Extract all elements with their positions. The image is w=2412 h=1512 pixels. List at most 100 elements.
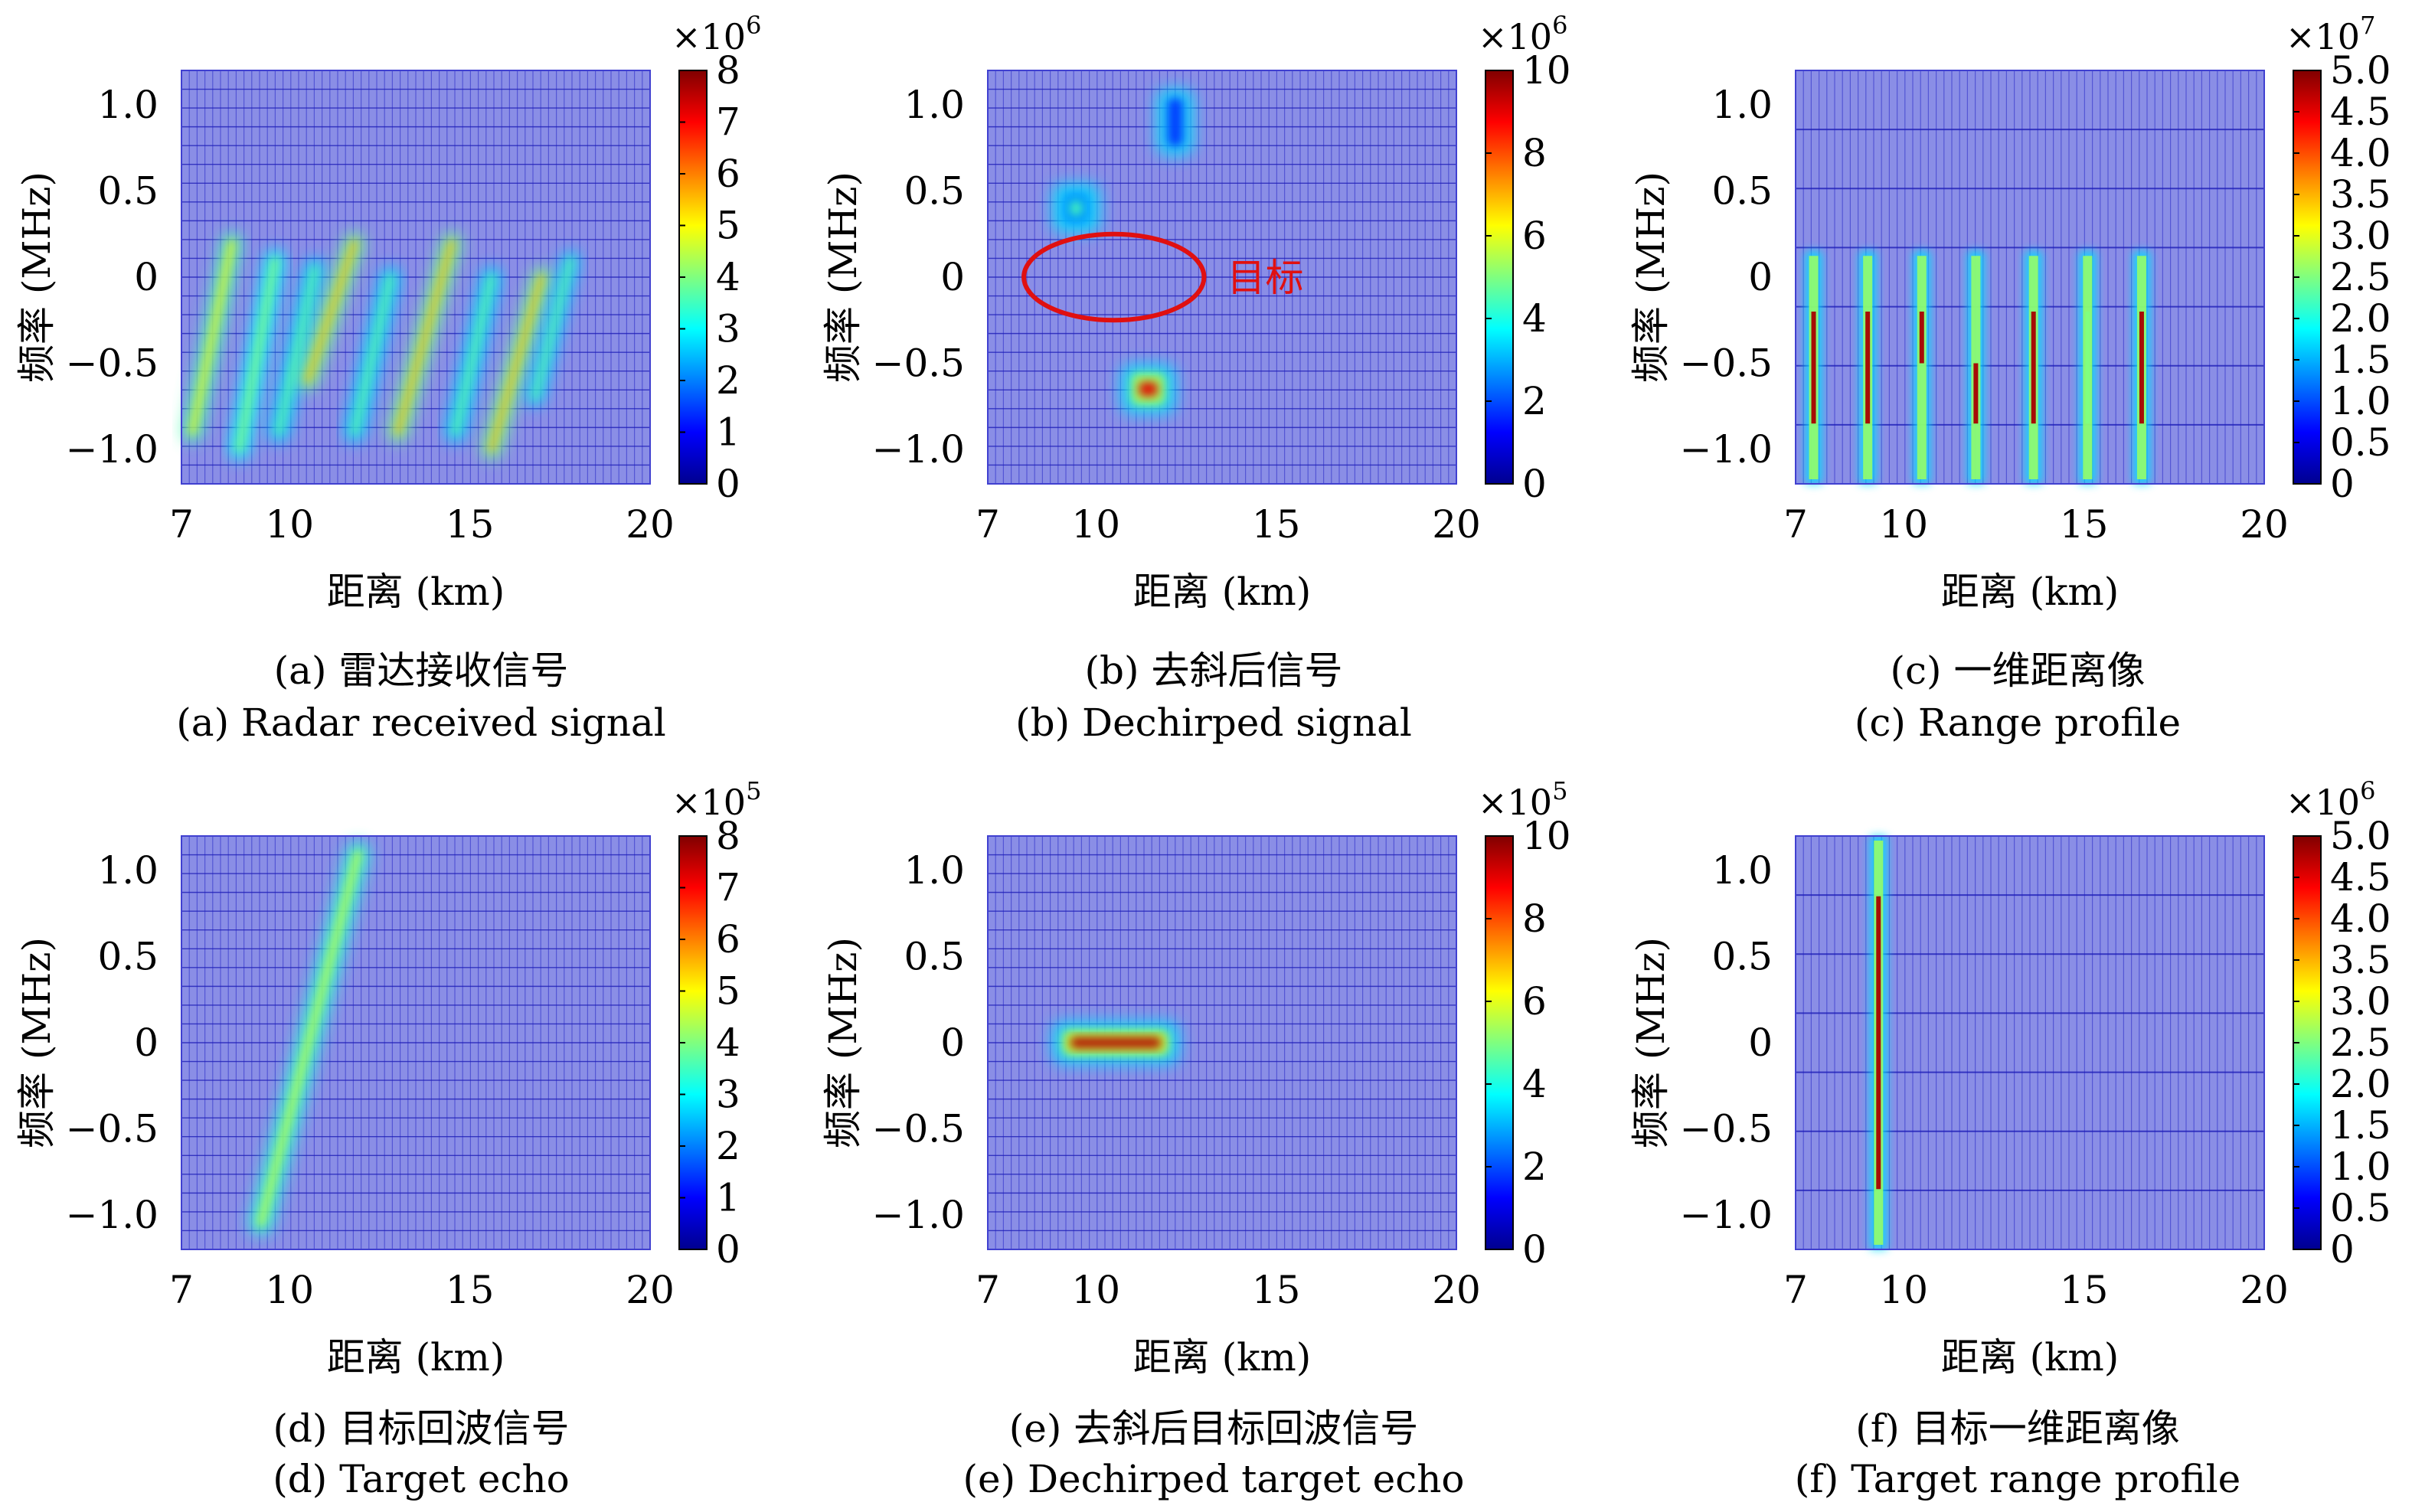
y-tick-label: −0.5	[1680, 341, 1773, 386]
colorbar-tick-label: 4.5	[2330, 855, 2391, 900]
caption-a-cn: (a) 雷达接收信号	[273, 648, 569, 693]
y-tick-label: 0.5	[97, 935, 159, 979]
signal-stroke-core	[257, 850, 361, 1227]
signal-stroke	[249, 841, 370, 1236]
caption-d-cn: (d) 目标回波信号	[273, 1406, 570, 1451]
plot-frame	[987, 835, 1457, 1250]
colorbar-tick-label: 2.5	[2330, 1021, 2391, 1065]
range-line-core	[1865, 312, 1871, 424]
colorbar-exponent-power: 6	[746, 11, 761, 40]
colorbar-tick-label: 4.5	[2330, 90, 2391, 134]
panel-a: 7 10 15 201.00.50−0.5−1.0距离 (km)频率 (MHz)876…	[15, 11, 761, 614]
x-axis-label: 距离 (km)	[1133, 1335, 1312, 1380]
colorbar-tick-label: 6	[716, 152, 740, 196]
signal-stroke	[526, 251, 580, 407]
colorbar-tick-label: 1.5	[2330, 1103, 2391, 1148]
colorbar-tick-label: 4	[716, 255, 740, 299]
y-tick-label: 1.0	[904, 83, 965, 127]
colorbar-tick-label: 8	[1522, 131, 1547, 175]
signal-stroke-core	[351, 274, 394, 436]
signal-stroke	[344, 266, 401, 442]
colorbar-tick-label: 2	[1522, 379, 1547, 423]
colorbar-tick-label: 0	[716, 462, 740, 506]
colorbar-tick-label: 5	[716, 204, 740, 248]
colorbar-tick-label: 2.0	[2330, 1062, 2391, 1106]
colorbar-tick-label: 10	[1522, 48, 1571, 93]
colorbar-tick-label: 1.5	[2330, 338, 2391, 382]
range-line-core	[2139, 312, 2144, 424]
colorbar-tick-label: 4.0	[2330, 896, 2391, 941]
x-axis-label: 距离 (km)	[1133, 570, 1312, 614]
caption-f-cn: (f) 目标一维距离像	[1855, 1406, 2180, 1451]
x-tick-label: 7	[169, 1268, 194, 1312]
colorbar-tick-label: 0	[1522, 462, 1547, 506]
colorbar-tick-label: 8	[716, 814, 740, 858]
colorbar-tick-label: 6	[1522, 979, 1547, 1024]
x-axis-label: 距离 (km)	[327, 1335, 505, 1380]
colorbar-tick-label: 0.5	[2330, 420, 2391, 465]
signal-stroke	[268, 258, 325, 442]
colorbar-exponent-power: 7	[2360, 11, 2375, 40]
caption-d-en: (d) Target echo	[273, 1457, 570, 1501]
caption-b-cn: (b) 去斜后信号	[1084, 648, 1343, 693]
range-line	[2133, 251, 2150, 484]
colorbar-tick-label: 4	[716, 1021, 740, 1065]
caption-c-cn: (c) 一维距离像	[1890, 648, 2146, 693]
y-tick-label: 1.0	[97, 83, 159, 127]
colorbar-tick-label: 4	[1522, 296, 1547, 341]
y-tick-label: 0.5	[1711, 935, 1773, 979]
colorbar-tick-label: 3.5	[2330, 938, 2391, 982]
range-line	[1967, 251, 1985, 484]
colorbar-tick-label: 6	[716, 917, 740, 962]
range-line	[1870, 836, 1887, 1249]
y-tick-label: −1.0	[1680, 427, 1773, 472]
signal-stroke	[297, 232, 365, 391]
y-tick-label: −1.0	[66, 427, 159, 472]
x-tick-label: 7	[1783, 1268, 1808, 1312]
y-axis-label: 频率 (MHz)	[1629, 937, 1673, 1148]
y-axis-label: 频率 (MHz)	[15, 171, 59, 383]
range-line-core	[1919, 312, 1924, 364]
signal-blob	[1052, 183, 1100, 233]
range-line	[1859, 251, 1877, 484]
colorbar-tick-label: 4.0	[2330, 131, 2391, 175]
colorbar-tick-label: 1.0	[2330, 379, 2391, 423]
colorbar-tick-label: 2.5	[2330, 255, 2391, 299]
x-tick-label: 15	[1252, 502, 1301, 547]
caption-a-en: (a) Radar received signal	[176, 700, 666, 745]
horizontal-grid	[181, 835, 650, 1250]
colorbar-tick-label: 4	[1522, 1062, 1547, 1106]
colorbar-exponent: ×106	[672, 11, 761, 57]
y-tick-label: −0.5	[66, 341, 159, 386]
colorbar-tick-label: 1	[716, 1176, 740, 1220]
y-tick-label: 0	[940, 255, 965, 299]
caption-e-cn: (e) 去斜后目标回波信号	[1008, 1406, 1419, 1451]
x-tick-label: 15	[446, 502, 495, 547]
y-tick-label: 1.0	[1711, 848, 1773, 893]
heatmap-features	[1870, 836, 1887, 1249]
signal-stroke	[445, 266, 502, 442]
panel-d: 7 10 15 201.00.50−0.5−1.0距离 (km)频率 (MHz)876…	[15, 776, 761, 1380]
x-tick-label: 20	[1432, 1268, 1481, 1312]
y-tick-label: 1.0	[1711, 83, 1773, 127]
colorbar-tick-label: 1	[716, 410, 740, 455]
y-tick-label: 1.0	[904, 848, 965, 893]
caption-b-en: (b) Dechirped signal	[1015, 700, 1412, 745]
range-line-body	[1917, 256, 1927, 479]
x-tick-label: 10	[1879, 502, 1928, 547]
colorbar-tick-label: 3	[716, 1073, 740, 1117]
signal-stroke	[181, 232, 243, 442]
colorbar-exponent-power: 6	[2360, 776, 2375, 805]
range-line	[1805, 251, 1822, 484]
colorbar-tick-label: 8	[716, 48, 740, 93]
range-line-core	[1876, 896, 1881, 1190]
x-tick-label: 20	[626, 1268, 675, 1312]
y-tick-label: 0.5	[97, 169, 159, 214]
x-tick-label: 10	[265, 502, 314, 547]
plot-frame	[181, 835, 651, 1250]
x-tick-label: 15	[2060, 1268, 2109, 1312]
heatmap-features	[1052, 1021, 1180, 1064]
signal-stroke-core	[236, 256, 279, 452]
panel-f: 7 10 15 201.00.50−0.5−1.0距离 (km)频率 (MHz)5.0…	[1629, 776, 2391, 1380]
